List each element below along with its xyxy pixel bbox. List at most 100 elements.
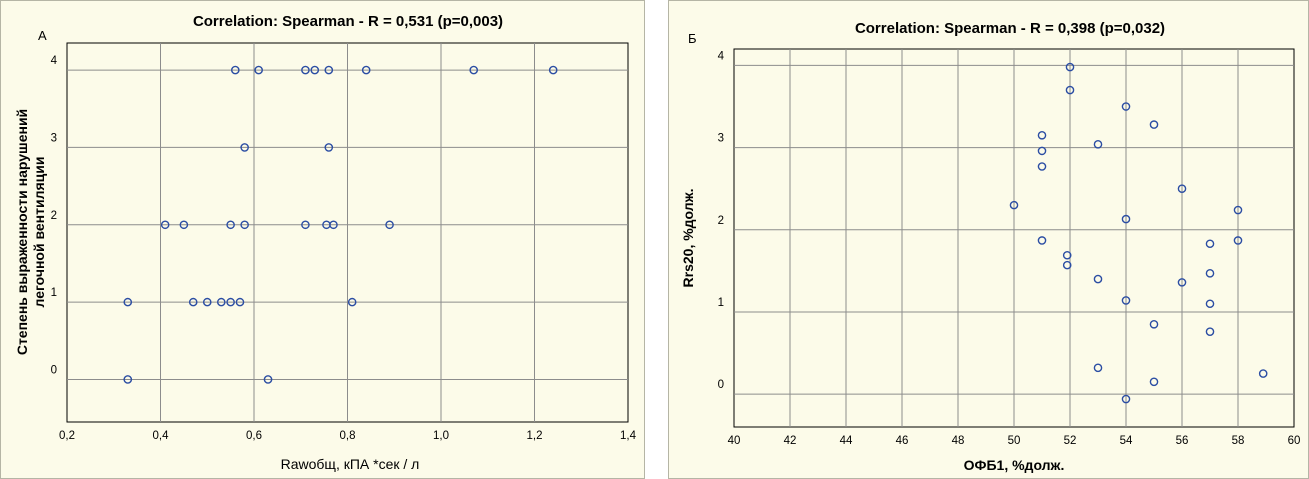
y-axis-label-line-1: Степень выраженности нарушений <box>14 109 30 355</box>
y-tick-label: 0 <box>51 364 57 376</box>
data-point <box>1177 184 1187 193</box>
data-point <box>1205 239 1215 249</box>
grid-lines <box>734 49 1294 427</box>
x-tick-labels: 40 42 44 46 48 50 52 54 56 58 60 <box>728 435 1301 447</box>
panel-label: А <box>38 28 47 43</box>
data-point <box>1149 319 1159 329</box>
x-tick-labels: 0,2 0,4 0,6 0,8 1,0 1,2 1,4 <box>59 430 637 442</box>
data-point <box>548 65 558 75</box>
data-point <box>1233 236 1243 245</box>
data-point <box>385 220 394 230</box>
y-tick-label: 4 <box>51 55 58 67</box>
data-point <box>1177 278 1187 287</box>
y-axis-label-line-2: легочной вентиляции <box>31 157 47 308</box>
data-point <box>1121 214 1131 224</box>
data-point <box>240 143 249 152</box>
y-tick-label: 1 <box>718 297 724 309</box>
data-point <box>230 65 240 75</box>
panel-label: Б <box>688 31 697 46</box>
y-tick-labels: 0 1 2 3 4 <box>51 55 58 376</box>
data-point <box>160 220 170 230</box>
x-tick-label: 0,6 <box>246 430 262 442</box>
data-point <box>1062 260 1072 270</box>
data-point <box>1121 102 1131 111</box>
grid-lines <box>67 43 628 422</box>
data-point <box>1037 130 1047 140</box>
x-tick-label: 60 <box>1288 435 1301 447</box>
y-tick-label: 2 <box>718 215 724 227</box>
data-point <box>254 65 263 75</box>
x-tick-label: 0,2 <box>59 430 75 442</box>
data-point <box>301 65 310 75</box>
data-point <box>226 220 235 230</box>
data-point <box>347 297 357 307</box>
data-point <box>1121 296 1131 305</box>
data-point <box>123 297 133 307</box>
x-tick-label: 42 <box>784 435 797 447</box>
data-point <box>1037 146 1047 156</box>
data-point <box>226 297 235 307</box>
x-tick-label: 1,4 <box>620 430 637 442</box>
data-point <box>1258 369 1268 378</box>
y-tick-label: 3 <box>51 132 57 144</box>
data-point <box>1149 120 1159 129</box>
data-point <box>1093 274 1103 284</box>
x-axis-label: ОФБ1, %долж. <box>964 457 1065 473</box>
chart-panel-a: Correlation: Spearman - R = 0,531 (p=0,0… <box>0 0 645 479</box>
x-tick-label: 40 <box>728 435 741 447</box>
data-point <box>361 65 371 75</box>
data-point <box>1205 299 1215 309</box>
y-tick-label: 1 <box>51 287 57 299</box>
x-tick-label: 0,4 <box>153 430 170 442</box>
data-point <box>469 65 479 75</box>
y-tick-labels: 0 1 2 3 4 <box>718 50 725 391</box>
chart-panel-b: Correlation: Spearman - R = 0,398 (p=0,0… <box>668 0 1309 479</box>
x-tick-label: 58 <box>1232 435 1245 447</box>
data-points <box>1009 62 1268 404</box>
data-point <box>188 297 198 307</box>
data-point <box>301 220 310 230</box>
data-point <box>1205 269 1215 278</box>
y-tick-label: 4 <box>718 50 725 62</box>
data-point <box>263 375 273 384</box>
y-tick-label: 0 <box>718 379 724 391</box>
x-tick-label: 44 <box>840 435 853 447</box>
data-point <box>1093 363 1103 373</box>
data-point <box>324 65 334 75</box>
x-tick-label: 50 <box>1008 435 1021 447</box>
data-point <box>235 297 245 307</box>
data-point <box>324 143 334 152</box>
x-tick-label: 0,8 <box>340 430 356 442</box>
x-tick-label: 48 <box>952 435 965 447</box>
data-point <box>329 220 338 230</box>
data-point <box>1121 394 1131 404</box>
data-point <box>179 220 189 230</box>
chart-title: Correlation: Spearman - R = 0,531 (p=0,0… <box>193 13 503 30</box>
data-point <box>1037 162 1047 171</box>
y-tick-label: 3 <box>718 133 724 145</box>
data-point <box>1065 62 1075 72</box>
data-point <box>1065 85 1075 95</box>
data-point <box>202 297 212 307</box>
x-tick-label: 1,2 <box>527 430 543 442</box>
data-point <box>310 65 320 75</box>
data-point <box>1062 250 1072 260</box>
data-point <box>1205 327 1215 336</box>
x-tick-label: 46 <box>896 435 909 447</box>
x-tick-label: 54 <box>1120 435 1133 447</box>
data-point <box>240 220 249 230</box>
y-tick-label: 2 <box>51 210 57 222</box>
data-point <box>216 297 226 307</box>
data-point <box>1149 377 1159 387</box>
data-point <box>1233 205 1243 215</box>
data-point <box>1093 140 1103 149</box>
data-point <box>123 375 133 384</box>
x-axis-label: Rawобщ, кПА *сек / л <box>281 456 420 472</box>
data-point <box>1009 200 1019 210</box>
x-tick-label: 1,0 <box>433 430 449 442</box>
x-tick-label: 56 <box>1176 435 1189 447</box>
x-tick-label: 52 <box>1064 435 1077 447</box>
data-point <box>1037 236 1047 245</box>
y-axis-label: Rrs20, %долж. <box>680 189 696 288</box>
chart-title: Correlation: Spearman - R = 0,398 (p=0,0… <box>855 20 1165 37</box>
